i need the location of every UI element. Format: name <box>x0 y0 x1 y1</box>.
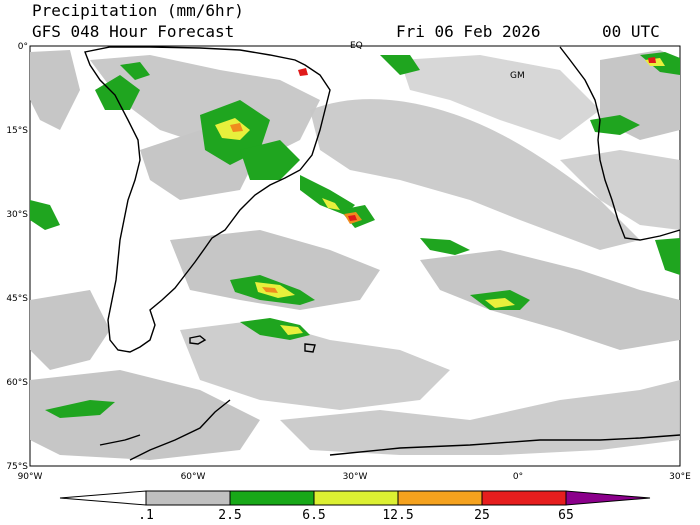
map-title: Precipitation (mm/6hr) <box>32 1 244 20</box>
coastlines <box>84 46 681 461</box>
forecast-time: 00 UTC <box>602 22 660 41</box>
colorbar-label-2: 6.5 <box>302 508 326 523</box>
colorbar-bin-5 <box>481 490 567 506</box>
africa-coast <box>559 46 681 241</box>
forecast-date: Fri 06 Feb 2026 <box>396 22 541 41</box>
colorbar-label-5: 65 <box>558 508 574 523</box>
greenwich-marker: GM <box>510 71 525 81</box>
lat-label-45s: 45°S <box>6 294 28 304</box>
lon-label-0: 0° <box>513 472 523 482</box>
south-america-coast <box>84 46 331 353</box>
colorbar-low-triangle <box>59 490 147 506</box>
lon-label-90w: 90°W <box>18 472 43 482</box>
colorbar-label-4: 25 <box>474 508 490 523</box>
colorbar-label-3: 12.5 <box>382 508 414 523</box>
lat-label-15s: 15°S <box>6 126 28 136</box>
lon-label-30w: 30°W <box>343 472 368 482</box>
colorbar-label-0: .1 <box>138 508 154 523</box>
colorbar-high-triangle <box>565 490 651 506</box>
forecast-subtitle: GFS 048 Hour Forecast <box>32 22 235 41</box>
lat-label-60s: 60°S <box>6 378 28 388</box>
colorbar-bin-4 <box>397 490 483 506</box>
lat-label-0: 0° <box>18 42 28 52</box>
colorbar-bin-1 <box>145 490 231 506</box>
lat-label-30s: 30°S <box>6 210 28 220</box>
lat-label-75s: 75°S <box>6 462 28 472</box>
colorbar <box>59 490 651 506</box>
intense-precip-areas <box>230 57 656 293</box>
lon-label-30e: 30°E <box>669 472 691 482</box>
light-precip-areas <box>30 50 680 460</box>
antarctica-coast <box>99 399 681 461</box>
colorbar-bin-2 <box>229 490 315 506</box>
latitude-labels: 0° 15°S 30°S 45°S 60°S 75°S <box>6 42 28 472</box>
longitude-labels: 90°W 60°W 30°W 0° 30°E <box>18 472 692 482</box>
equator-marker: EQ <box>350 41 363 51</box>
colorbar-bin-3 <box>313 490 399 506</box>
lon-label-60w: 60°W <box>181 472 206 482</box>
colorbar-label-1: 2.5 <box>218 508 242 523</box>
